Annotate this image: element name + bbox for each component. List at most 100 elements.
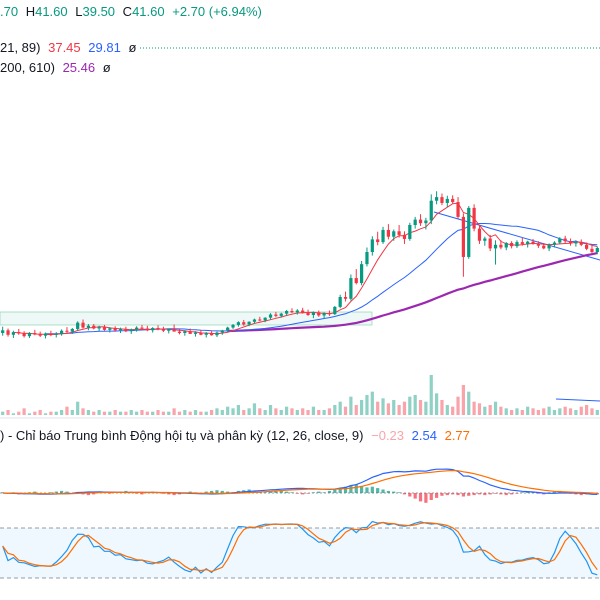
- macd-signal-value: 2.77: [444, 428, 470, 443]
- candle: [70, 328, 74, 334]
- candle: [92, 324, 96, 330]
- macd-histogram-bar: [108, 493, 112, 494]
- candle: [483, 236, 487, 246]
- candle-body: [311, 312, 315, 315]
- candle: [156, 325, 160, 331]
- candle-body: [461, 216, 465, 257]
- macd-histogram-bar: [338, 488, 342, 493]
- candle-body: [558, 238, 562, 243]
- candle-body: [97, 327, 101, 329]
- volume-bar: [579, 406, 583, 415]
- candle: [370, 236, 374, 256]
- candle-body: [526, 241, 530, 244]
- candle: [467, 206, 471, 259]
- volume-bar: [472, 401, 476, 415]
- macd-histogram-bar: [306, 493, 310, 494]
- candle-body: [172, 328, 176, 332]
- candle: [536, 241, 540, 248]
- volume-bar: [38, 410, 42, 415]
- macd-histogram-bar: [488, 493, 492, 495]
- high-label: H: [25, 4, 36, 19]
- macd-histogram-bar: [536, 493, 540, 494]
- volume-bar: [33, 411, 37, 415]
- candle-body: [70, 328, 74, 332]
- candle-body: [504, 243, 508, 248]
- volume-bar: [76, 401, 80, 415]
- candle-body: [263, 317, 267, 321]
- candle-body: [338, 297, 342, 307]
- candle-body: [360, 264, 364, 284]
- macd-histogram-bar: [381, 489, 385, 493]
- volume-bar: [108, 411, 112, 415]
- ma-legend-row-2[interactable]: 200, 610) 25.46 ø: [0, 60, 115, 76]
- candle: [574, 240, 578, 247]
- trendline[interactable]: [433, 211, 600, 261]
- candle: [124, 326, 128, 333]
- volume-bar: [456, 396, 460, 415]
- candle-body: [1, 330, 5, 333]
- volume-bar: [429, 375, 433, 415]
- candle-body: [92, 325, 96, 329]
- volume-bar: [499, 406, 503, 415]
- candle-body: [333, 306, 337, 315]
- candle: [547, 243, 551, 252]
- volume-bar: [343, 406, 348, 415]
- close-label: C: [122, 4, 133, 19]
- candle: [333, 306, 337, 315]
- candle-body: [472, 207, 476, 229]
- candle: [381, 226, 385, 244]
- candle-body: [354, 278, 358, 284]
- volume-bar: [177, 411, 182, 415]
- candle-body: [204, 333, 208, 335]
- candle: [183, 330, 187, 336]
- candle: [274, 311, 278, 318]
- volume-trendline[interactable]: [555, 398, 600, 402]
- candle-body: [306, 312, 310, 315]
- macd-histogram-bar: [386, 490, 390, 493]
- low-value: 39.50: [82, 4, 116, 19]
- candle: [295, 309, 299, 315]
- macd-histogram-bar: [60, 490, 64, 493]
- candle: [590, 245, 594, 254]
- null-value-icon: ø: [128, 40, 137, 55]
- candle-body: [11, 332, 15, 335]
- macd-histogram-bar: [1, 492, 5, 493]
- candle: [118, 327, 123, 333]
- volume-bar: [6, 410, 10, 415]
- candle-body: [135, 327, 139, 330]
- volume-bar: [161, 411, 165, 415]
- candle: [563, 235, 567, 243]
- volume-bar: [140, 410, 144, 415]
- ma-legend-row-1[interactable]: 21, 89) 37.45 29.81 ø: [0, 40, 140, 56]
- candle: [247, 321, 251, 327]
- candle: [445, 195, 449, 207]
- candle: [595, 246, 599, 255]
- macd-histogram-bar: [215, 490, 219, 493]
- volume-bar: [65, 406, 69, 415]
- ohlc-legend: .70 H41.60 L39.50 C41.60 +2.70 (+6.94%): [0, 4, 266, 20]
- candle-body: [536, 243, 540, 246]
- volume-bar: [204, 411, 208, 415]
- volume-bar: [124, 411, 128, 415]
- volume-bar: [418, 400, 423, 415]
- macd-histogram-bar: [86, 493, 90, 496]
- volume-bar: [236, 405, 240, 415]
- candle-body: [43, 333, 48, 336]
- macd-legend[interactable]: ) - Chỉ báo Trung bình Động hội tụ và ph…: [0, 428, 474, 444]
- candle: [285, 310, 289, 316]
- candle: [585, 242, 589, 251]
- candle: [76, 321, 80, 331]
- candle: [17, 328, 21, 335]
- ma-value-mid: 29.81: [88, 40, 121, 55]
- volume-bar: [258, 408, 262, 415]
- macd-histogram-bar: [65, 491, 69, 493]
- volume-bar: [488, 405, 492, 415]
- candle: [1, 326, 5, 336]
- candle: [338, 294, 342, 309]
- candle: [424, 217, 428, 230]
- support-zone: [0, 311, 373, 326]
- candle-body: [365, 252, 369, 265]
- macd-histogram-bar: [167, 493, 171, 495]
- candle: [451, 195, 455, 204]
